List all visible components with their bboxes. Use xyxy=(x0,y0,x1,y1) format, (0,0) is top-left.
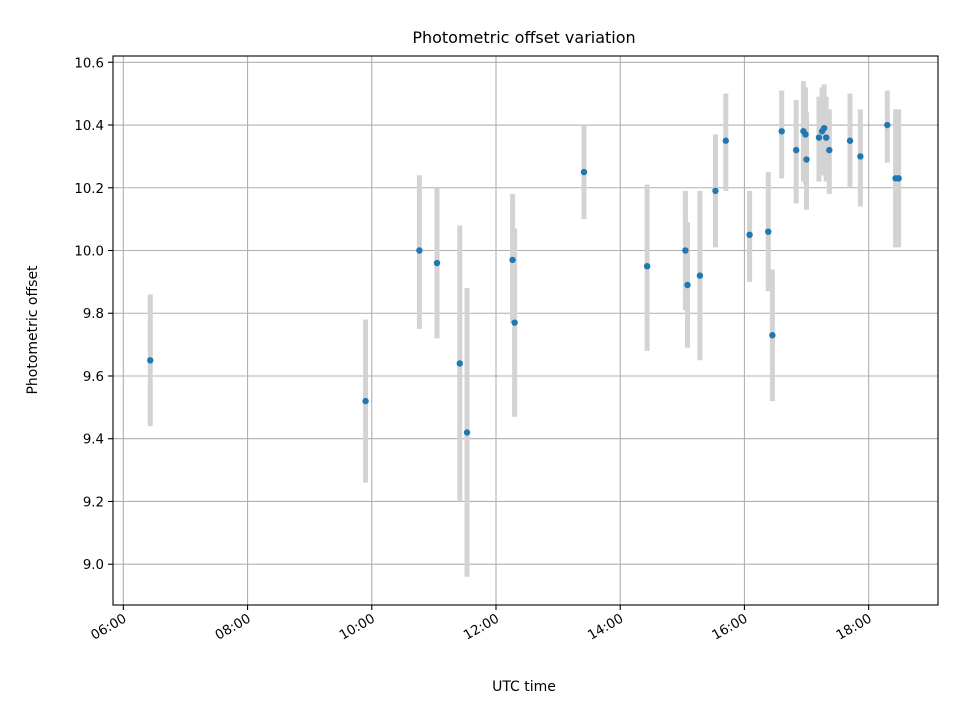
y-tick-label: 9.0 xyxy=(83,558,104,573)
data-point xyxy=(792,146,800,154)
y-tick-label: 10.4 xyxy=(74,119,104,134)
y-tick-label: 9.8 xyxy=(83,307,104,322)
grid-layer xyxy=(113,56,938,605)
data-point xyxy=(682,247,689,254)
data-point xyxy=(746,231,753,239)
x-tick-label: 12:00 xyxy=(461,611,502,643)
y-tick-label: 9.4 xyxy=(83,433,104,448)
chart-title: Photometric offset variation xyxy=(412,28,635,47)
data-point xyxy=(802,131,809,138)
y-tick-label: 10.0 xyxy=(74,245,104,260)
y-axis-label: Photometric offset xyxy=(25,265,41,395)
data-point xyxy=(509,256,516,264)
data-point xyxy=(643,262,651,270)
point-layer xyxy=(147,121,902,436)
x-tick-label: 14:00 xyxy=(586,611,627,643)
data-point xyxy=(416,247,423,254)
data-point xyxy=(456,360,463,367)
plot-frame xyxy=(112,55,939,606)
data-point xyxy=(712,187,719,195)
y-tick-label: 10.6 xyxy=(74,56,104,71)
data-point xyxy=(765,228,772,235)
y-tick-label: 9.6 xyxy=(83,370,104,385)
x-tick-label: 08:00 xyxy=(213,611,254,643)
data-point xyxy=(684,281,691,289)
data-point xyxy=(884,121,891,129)
data-point xyxy=(580,168,588,176)
x-axis-label: UTC time xyxy=(492,679,556,695)
data-point xyxy=(815,134,823,141)
data-point xyxy=(826,146,833,154)
data-point xyxy=(846,137,854,144)
data-point xyxy=(433,259,441,267)
data-point xyxy=(511,319,518,326)
x-tick-label: 18:00 xyxy=(834,611,875,643)
x-tick-label: 10:00 xyxy=(337,611,378,643)
y-tick-label: 10.2 xyxy=(74,182,104,197)
data-point xyxy=(147,357,154,364)
x-tick-label: 06:00 xyxy=(89,611,130,643)
data-point xyxy=(696,272,704,279)
y-tick-label: 9.2 xyxy=(83,495,104,510)
y-axis-ticks: 9.0 9.2 9.4 9.6 9.8 10.0 10.2 10.4 10.6 xyxy=(74,56,113,573)
data-point xyxy=(857,153,864,160)
data-point xyxy=(823,134,830,141)
data-point xyxy=(769,332,776,339)
x-tick-label: 16:00 xyxy=(710,611,751,643)
data-point xyxy=(820,124,828,132)
data-point xyxy=(803,156,810,163)
data-point xyxy=(778,128,785,135)
data-point xyxy=(362,397,369,405)
errorbar-layer xyxy=(147,81,902,577)
data-point xyxy=(463,429,471,436)
x-axis-ticks: 06:00 08:00 10:00 12:00 14:00 16:00 18:00 xyxy=(89,605,875,644)
data-point xyxy=(722,137,729,144)
data-point xyxy=(895,175,902,182)
